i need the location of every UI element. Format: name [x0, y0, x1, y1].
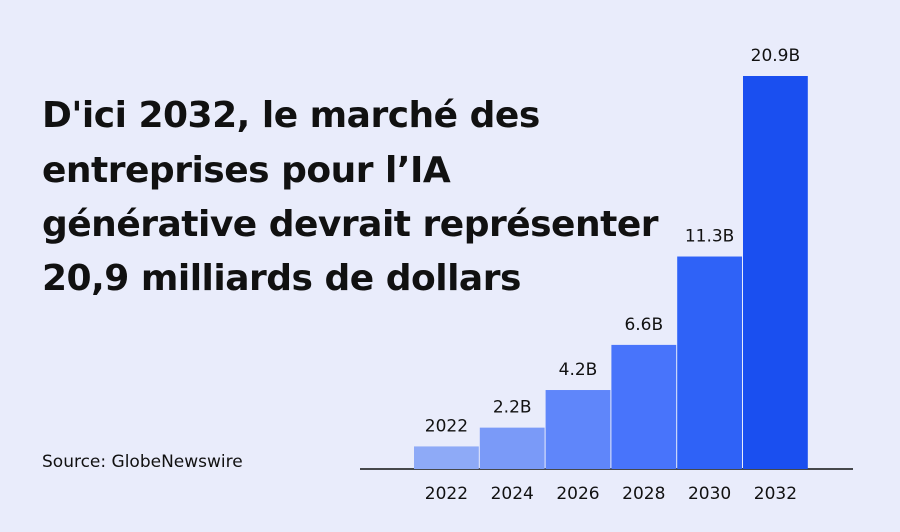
bar [479, 427, 545, 469]
title-line: générative devrait représenter [42, 204, 658, 245]
x-tick-label: 2030 [688, 484, 731, 504]
x-tick-label: 2024 [491, 484, 534, 504]
x-tick-label: 2026 [556, 484, 599, 504]
annotation: 2022 [425, 416, 468, 436]
bar [414, 446, 479, 469]
title-line: D'ici 2032, le marché des [42, 95, 540, 136]
value-label: 2.2B [493, 398, 532, 418]
bar [545, 390, 611, 469]
x-tick-label: 2022 [425, 484, 468, 504]
x-tick-label: 2028 [622, 484, 665, 504]
value-label: 6.6B [624, 315, 663, 335]
value-label: 4.2B [559, 360, 598, 380]
value-label: 11.3B [685, 227, 735, 247]
title-line: 20,9 milliards de dollars [42, 258, 521, 299]
source: Source: GlobeNewswire [42, 452, 243, 472]
bar [743, 76, 808, 469]
bar [611, 344, 677, 469]
value-label: 20.9B [751, 46, 801, 66]
bar [677, 256, 742, 469]
title-line: entreprises pour l’IA [42, 150, 451, 191]
x-tick-label: 2032 [754, 484, 797, 504]
